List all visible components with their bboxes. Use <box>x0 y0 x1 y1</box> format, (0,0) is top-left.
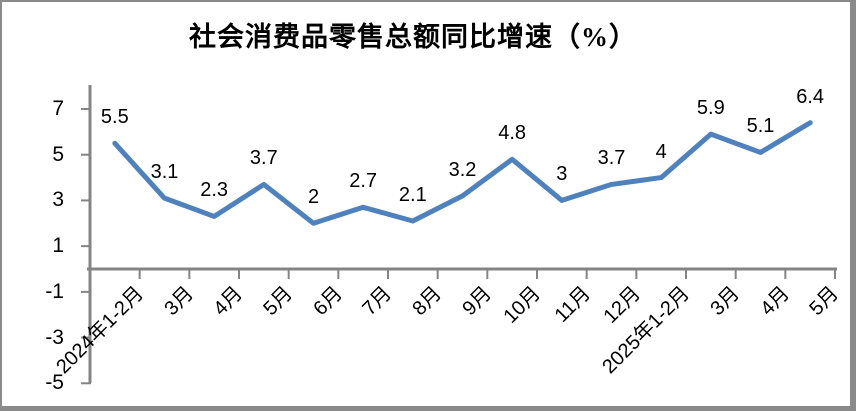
chart-title: 社会消费品零售总额同比增速（%） <box>189 22 637 52</box>
data-series-line <box>112 120 813 226</box>
